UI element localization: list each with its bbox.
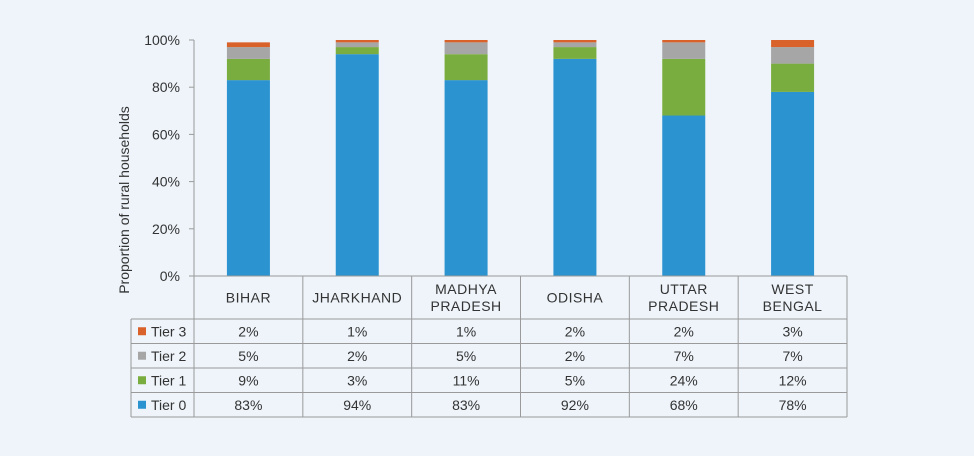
bar-segment-tier-3 <box>444 40 488 43</box>
bar-segment-tier-3 <box>553 40 597 43</box>
bar-segment-tier-1 <box>335 47 379 55</box>
bar-segment-tier-1 <box>662 58 706 116</box>
bar-segment-tier-2 <box>662 42 706 59</box>
bar-segment-tier-2 <box>226 47 270 59</box>
y-axis-label: Proportion of rural households <box>116 106 132 294</box>
y-tick-label: 20% <box>152 221 180 237</box>
table-value: 2% <box>565 348 585 364</box>
bar-segment-tier-2 <box>553 42 597 48</box>
category-label: BENGAL <box>763 298 823 314</box>
bar-segment-tier-2 <box>771 47 815 64</box>
legend-swatch <box>138 327 146 336</box>
bar-segment-tier-3 <box>771 40 815 48</box>
bar-segment-tier-1 <box>226 58 270 81</box>
axes: 0% 20% 40% 60% 80% 100% <box>144 32 195 284</box>
bar-segment-tier-0 <box>771 91 815 276</box>
y-tick-label: 80% <box>152 79 180 95</box>
table-value: 12% <box>779 372 807 388</box>
table-value: 1% <box>347 323 367 339</box>
category-label: WEST <box>771 281 813 297</box>
table-value: 2% <box>238 323 258 339</box>
legend-swatch <box>138 400 146 409</box>
table-value: 94% <box>343 397 371 413</box>
bar-segment-tier-3 <box>662 40 706 43</box>
bar-segment-tier-0 <box>444 80 488 277</box>
table-value: 5% <box>565 372 585 388</box>
legend-label: Tier 3 <box>151 323 186 339</box>
legend-label: Tier 1 <box>151 372 186 388</box>
table-value: 2% <box>565 323 585 339</box>
y-tick-label: 40% <box>152 174 180 190</box>
table-value: 83% <box>452 397 480 413</box>
bar-segment-tier-2 <box>444 42 488 55</box>
table-value: 78% <box>779 397 807 413</box>
legend-swatch <box>138 376 146 385</box>
table-value: 24% <box>670 372 698 388</box>
bar-segment-tier-0 <box>335 54 379 276</box>
category-label: MADHYA <box>435 281 497 297</box>
bar-segment-tier-0 <box>553 58 597 276</box>
category-label: BIHAR <box>226 290 271 306</box>
bar-segment-tier-1 <box>553 47 597 59</box>
table-value: 7% <box>674 348 694 364</box>
table-value: 5% <box>238 348 258 364</box>
table-value: 11% <box>453 372 480 388</box>
category-label: JHARKHAND <box>312 290 402 306</box>
table-value: 92% <box>561 397 589 413</box>
category-label: UTTAR <box>660 281 708 297</box>
bar-segment-tier-1 <box>444 54 488 81</box>
bar-segment-tier-3 <box>335 40 379 43</box>
table-value: 7% <box>782 348 802 364</box>
legend-swatch <box>138 351 146 360</box>
category-label: PRADESH <box>648 298 719 314</box>
table-value: 68% <box>670 397 698 413</box>
bar-segment-tier-0 <box>662 115 706 277</box>
table-value: 1% <box>456 323 476 339</box>
legend-label: Tier 2 <box>151 348 186 364</box>
y-tick-label: 0% <box>160 268 180 284</box>
bar-segment-tier-3 <box>226 42 270 48</box>
y-tick-label: 60% <box>152 126 180 142</box>
table-value: 2% <box>347 348 367 364</box>
y-tick-label: 100% <box>144 32 180 48</box>
bar-segment-tier-2 <box>335 42 379 48</box>
table-value: 2% <box>674 323 694 339</box>
bars <box>226 40 815 277</box>
table-value: 5% <box>456 348 476 364</box>
table-value: 3% <box>347 372 367 388</box>
category-label: PRADESH <box>430 298 501 314</box>
data-table: BIHAR JHARKHANDMADHYAPRADESHODISHAUTTARPR… <box>130 275 848 418</box>
table-value: 83% <box>234 397 262 413</box>
table-value: 3% <box>782 323 802 339</box>
category-label: ODISHA <box>547 290 604 306</box>
legend-label: Tier 0 <box>151 397 186 413</box>
table-value: 9% <box>238 372 258 388</box>
bar-segment-tier-0 <box>226 80 270 277</box>
bar-segment-tier-1 <box>771 63 815 92</box>
